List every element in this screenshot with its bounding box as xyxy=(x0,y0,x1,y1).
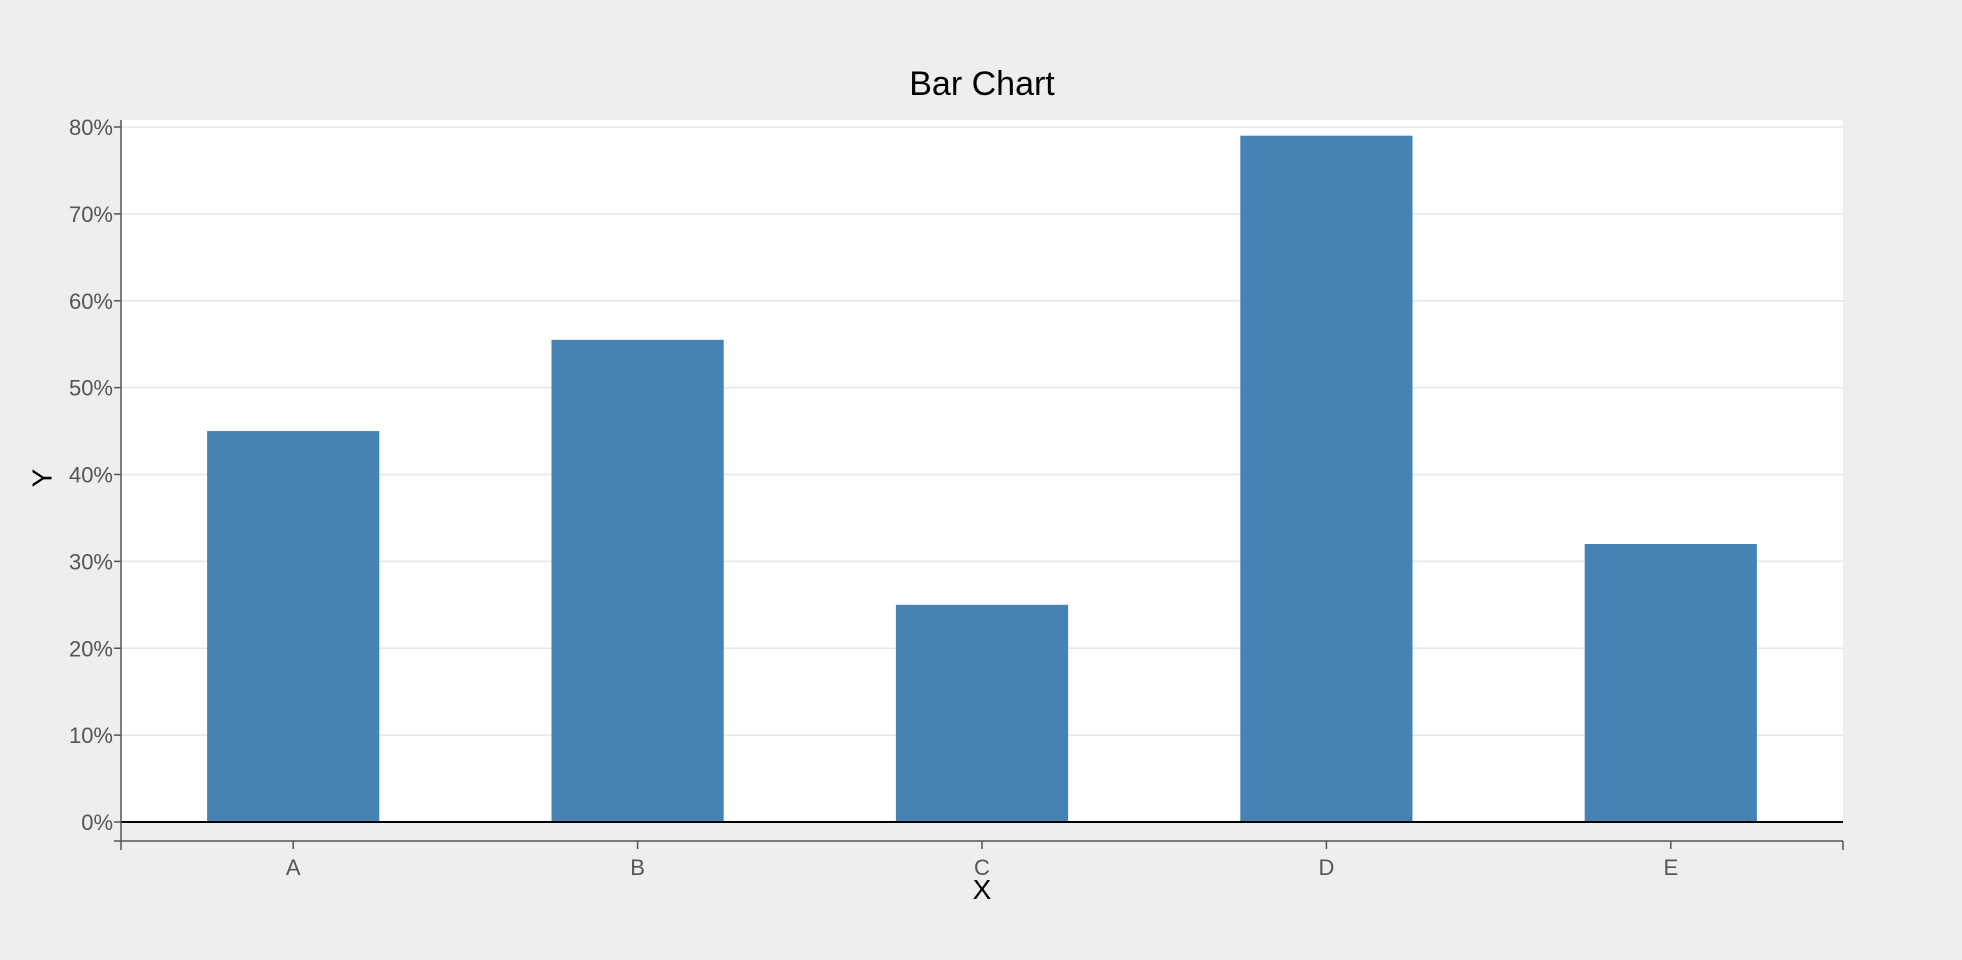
y-tick-label: 20% xyxy=(69,636,113,661)
y-tick-label: 70% xyxy=(69,202,113,227)
bar-a xyxy=(207,431,380,822)
bar-b xyxy=(551,339,724,822)
bar-d xyxy=(1240,135,1413,822)
x-tick-label: E xyxy=(1663,855,1678,880)
axes xyxy=(114,120,1844,850)
bars xyxy=(207,135,1757,822)
x-tick-label: B xyxy=(630,855,645,880)
y-tick-label: 0% xyxy=(81,810,113,835)
tick-labels: 0% 10% 20% 30% 40% 50% 60% 70% 80% A B C D E xyxy=(69,115,1678,880)
chart-title: Bar Chart xyxy=(909,65,1055,103)
y-tick-label: 40% xyxy=(69,463,113,488)
x-tick-label: C xyxy=(974,855,990,880)
y-tick-label: 80% xyxy=(69,115,113,140)
y-tick-label: 10% xyxy=(69,723,113,748)
x-tick-label: D xyxy=(1318,855,1334,880)
y-tick-label: 60% xyxy=(69,289,113,314)
x-axis-title: X xyxy=(973,874,992,905)
y-axis-title: Y xyxy=(26,468,57,487)
y-tick-label: 50% xyxy=(69,376,113,401)
bar-e xyxy=(1584,544,1757,822)
y-tick-label: 30% xyxy=(69,549,113,574)
bar-c xyxy=(895,604,1069,822)
x-tick-label: A xyxy=(286,855,301,880)
